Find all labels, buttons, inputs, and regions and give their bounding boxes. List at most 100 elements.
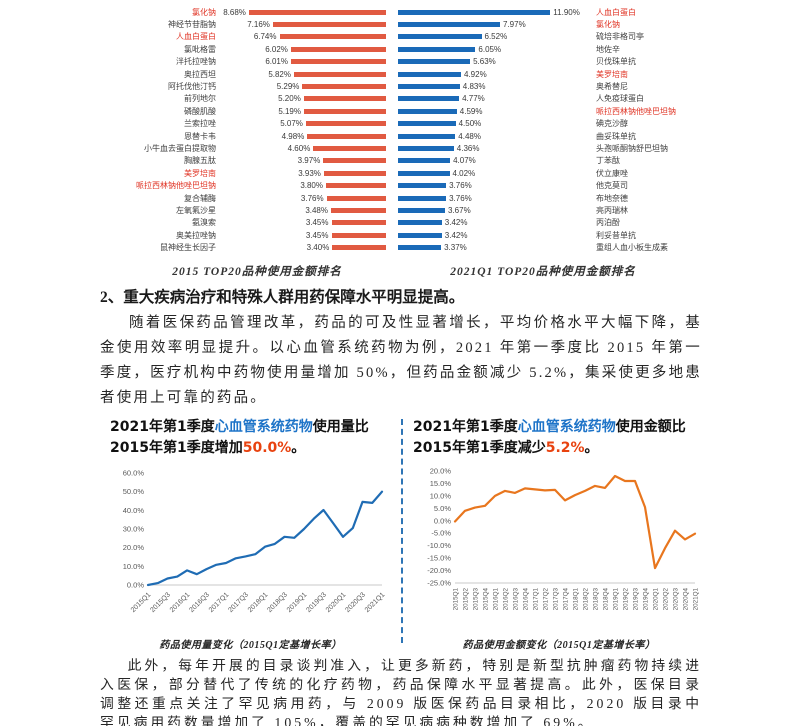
bar-row-label: 贝伐珠单抗: [596, 57, 636, 67]
bar-segment: [398, 9, 551, 15]
bar-row: 3.42% 利妥昔单抗: [398, 229, 688, 241]
bar-segment: [398, 22, 500, 28]
bar-row-track: 5.82%: [216, 70, 386, 79]
bar-segment: [326, 195, 386, 201]
bar-segment: [398, 84, 460, 90]
bar-row-track: 3.37%: [398, 243, 589, 252]
bar-row-label: 恩替卡韦: [184, 131, 216, 141]
bar-row-value: 4.50%: [458, 119, 482, 129]
x-tick-label: 2020Q1: [653, 587, 660, 610]
x-tick-label: 2016Q1: [493, 587, 500, 610]
bar-row-value: 3.76%: [449, 193, 472, 203]
bar-segment: [398, 108, 457, 114]
x-tick-label: 2019Q1: [613, 587, 620, 610]
bar-row: 美罗培南 3.93%: [128, 167, 386, 179]
bar-row-value: 5.63%: [473, 57, 496, 67]
y-tick-label: 5.0%: [434, 503, 451, 512]
bar-row-label: 曲妥珠单抗: [596, 131, 636, 141]
bar-row-value: 6.52%: [484, 32, 508, 42]
bar-row: 4.77% 人免疫球蛋白: [398, 93, 688, 105]
bar-row-track: 5.07%: [216, 119, 386, 128]
bar-row-label: 氯化钠: [596, 20, 620, 30]
bar-row-value: 4.48%: [458, 131, 481, 141]
title-text: 2021年第1季度: [110, 418, 215, 435]
x-tick-label: 2016Q1: [169, 591, 192, 614]
bar-segment: [398, 71, 461, 77]
bar-row: 3.76% 他克莫司: [398, 179, 688, 191]
bar-segment: [326, 183, 386, 189]
bar-row-label: 复合辅酶: [184, 193, 216, 203]
bar-row-label: 硫培非格司亭: [596, 32, 644, 42]
bar-row-label: 鼠神经生长因子: [160, 243, 216, 253]
bar-segment: [302, 84, 386, 90]
bar-row-label: 前列地尔: [184, 94, 216, 104]
bar-segment: [398, 145, 454, 151]
bar-row-label: 美罗培南: [596, 69, 628, 79]
bar-row-track: 3.42%: [398, 231, 589, 240]
bar-row-track: 11.90%: [398, 8, 589, 17]
bar-row-track: 7.16%: [216, 20, 386, 29]
x-tick-label: 2018Q1: [247, 591, 270, 614]
drug-name-highlight: 心血管系统药物: [517, 418, 616, 435]
bar-row-value: 4.07%: [453, 156, 476, 166]
x-tick-label: 2015Q2: [463, 587, 470, 610]
bar-row-track: 4.77%: [398, 94, 589, 103]
x-tick-label: 2017Q3: [553, 587, 560, 610]
bar-row-track: 3.80%: [216, 181, 386, 190]
bar-row: 兰索拉唑 5.07%: [128, 118, 386, 130]
bar-row-value: 4.77%: [462, 94, 485, 104]
panel-usage-volume-title: 2021年第1季度心血管系统药物使用量比2015年第1季度增加50.0%。: [110, 417, 391, 459]
bar-segment: [398, 46, 476, 52]
bar-row-label: 人血白蛋白: [596, 7, 636, 17]
bar-row-track: 4.92%: [398, 70, 589, 79]
bar-row: 氨溴索 3.45%: [128, 217, 386, 229]
bar-segment: [398, 59, 471, 65]
bar-row-value: 8.68%: [223, 7, 246, 17]
bar-row-track: 6.02%: [216, 45, 386, 54]
bar-segment: [303, 96, 386, 102]
bar-row: 3.42% 丙泊酚: [398, 217, 688, 229]
x-tick-label: 2015Q1: [130, 591, 153, 614]
bar-row: 4.83% 奥希替尼: [398, 80, 688, 92]
y-tick-label: 0.0%: [434, 516, 451, 525]
bar-row-value: 3.67%: [448, 205, 471, 215]
y-tick-label: 10.0%: [123, 561, 145, 570]
bar-row-label: 小牛血去蛋白提取物: [144, 143, 216, 153]
bar-row: 奥美拉唑钠 3.45%: [128, 229, 386, 241]
body-text-section: 2、重大疾病治疗和特殊人群用药保障水平明显提高。 随着医保药品管理改革，药品的可…: [100, 285, 702, 411]
x-tick-label: 2019Q1: [286, 591, 309, 614]
bar-row-value: 3.80%: [300, 181, 323, 191]
title-text: 2021年第1季度: [413, 418, 518, 435]
bar-row: 氯化钠 8.68%: [128, 6, 386, 18]
bar-chart-2021q1: 11.90% 人血白蛋白 7.97% 氯化钠 6.52% 硫培非格司亭 6.05% 地佐辛 5.…: [398, 6, 688, 279]
bar-row-track: 3.76%: [398, 181, 589, 190]
bar-row-label: 碘克沙醇: [596, 119, 628, 129]
y-tick-label: -10.0%: [427, 541, 451, 550]
bar-row-label: 哌拉西林钠他唑巴坦钠: [136, 181, 216, 191]
bar-segment: [398, 245, 442, 251]
x-tick-label: 2016Q4: [523, 587, 530, 610]
bar-row-value: 3.42%: [444, 218, 468, 228]
bar-row: 小牛血去蛋白提取物 4.60%: [128, 142, 386, 154]
bar-segment: [398, 121, 456, 127]
title-text: 。: [291, 439, 306, 456]
x-tick-label: 2018Q3: [266, 591, 289, 614]
panel-usage-amount-title: 2021年第1季度心血管系统药物使用金额比2015年第1季度减少5.2%。: [413, 417, 705, 459]
bar-row-value: 3.45%: [305, 230, 329, 240]
bar-chart-2021q1-rows: 11.90% 人血白蛋白 7.97% 氯化钠 6.52% 硫培非格司亭 6.05% 地佐辛 5.…: [398, 6, 688, 254]
x-tick-label: 2015Q4: [483, 587, 490, 610]
bar-segment: [332, 245, 386, 251]
bar-chart-2015: 氯化钠 8.68% 神经节苷脂钠 7.16% 人血白蛋白 6.74% 氯吡格雷 6.02% 泮托…: [128, 6, 386, 279]
bar-row: 磷酸肌酸 5.19%: [128, 105, 386, 117]
bar-row-track: 3.76%: [398, 194, 589, 203]
bar-segment: [307, 133, 386, 139]
bar-row-label: 神经节苷脂钠: [168, 20, 216, 30]
bar-row: 恩替卡韦 4.98%: [128, 130, 386, 142]
bar-row-label: 美罗培南: [184, 168, 216, 178]
bar-row-label: 伏立康唑: [596, 168, 628, 178]
bar-row-value: 4.60%: [287, 143, 311, 153]
bar-row: 神经节苷脂钠 7.16%: [128, 18, 386, 30]
bar-row: 鼠神经生长因子 3.40%: [128, 241, 386, 253]
bar-row-value: 4.92%: [464, 69, 487, 79]
bar-row: 复合辅酶 3.76%: [128, 192, 386, 204]
